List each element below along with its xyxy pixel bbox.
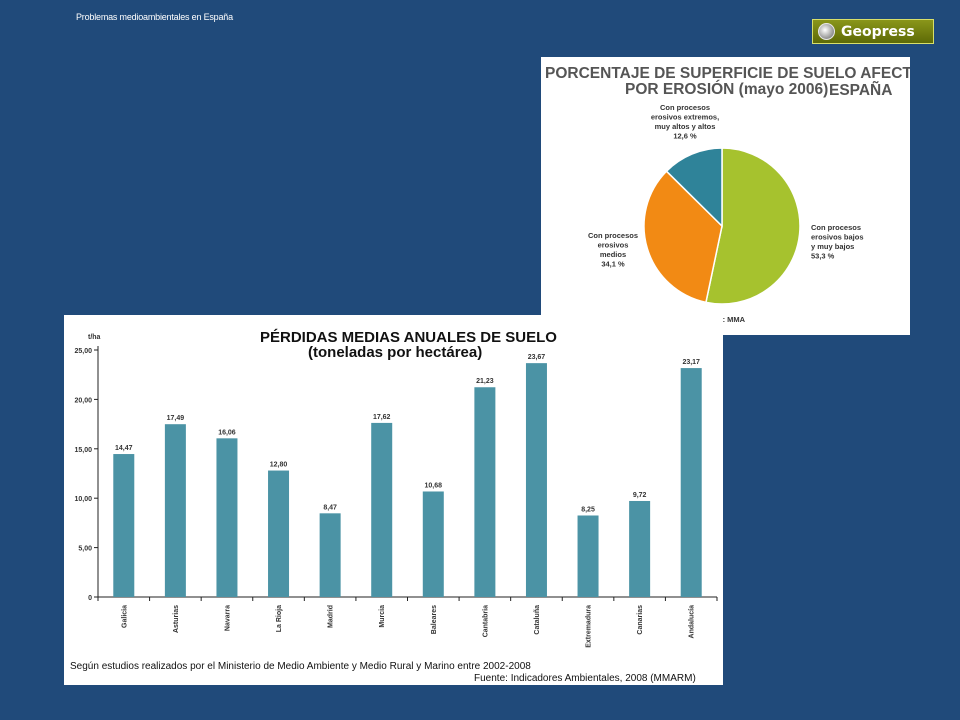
bar-source: Fuente: Indicadores Ambientales, 2008 (M… bbox=[474, 673, 696, 684]
bar-value-label: 17,62 bbox=[373, 414, 391, 421]
x-category-label: Galicia bbox=[121, 605, 128, 628]
bar-value-label: 17,49 bbox=[167, 415, 185, 422]
bar-value-label: 10,68 bbox=[425, 482, 443, 489]
pie-chart: PORCENTAJE DE SUPERFICIE DE SUELO AFECTA… bbox=[545, 65, 910, 324]
bar-title: PÉRDIDAS MEDIAS ANUALES DE SUELO bbox=[260, 329, 557, 346]
bar bbox=[113, 454, 135, 597]
y-tick-label: 15,00 bbox=[74, 447, 92, 454]
bar bbox=[422, 491, 444, 597]
pie-title: PORCENTAJE DE SUPERFICIE DE SUELO AFECTA… bbox=[545, 65, 910, 82]
bar bbox=[319, 513, 341, 597]
bar-value-label: 8,25 bbox=[581, 506, 595, 513]
x-category-label: Andalucía bbox=[689, 605, 696, 639]
bar bbox=[371, 422, 393, 597]
pie-title-line2: POR EROSIÓN (mayo 2006) bbox=[625, 80, 828, 98]
bar-value-label: 14,47 bbox=[115, 445, 133, 452]
x-category-label: Navarra bbox=[224, 605, 231, 631]
pie-slice-label: Con procesos erosivos extremos, muy altos … bbox=[651, 103, 719, 141]
pie-slice bbox=[643, 170, 723, 304]
bar bbox=[474, 387, 496, 597]
y-tick-label: 5,00 bbox=[78, 546, 92, 553]
erosion-pie-chart-panel: PORCENTAJE DE SUPERFICIE DE SUELO AFECTA… bbox=[541, 57, 910, 335]
x-category-label: Murcia bbox=[379, 605, 386, 628]
bar bbox=[629, 500, 651, 597]
bar-chart: PÉRDIDAS MEDIAS ANUALES DE SUELO (tonela… bbox=[70, 329, 718, 684]
bar-value-label: 8,47 bbox=[323, 504, 337, 511]
y-tick-label: 25,00 bbox=[74, 348, 92, 355]
y-axis-label: t/ha bbox=[88, 334, 101, 341]
bar-note: Según estudios realizados por el Ministe… bbox=[70, 661, 531, 672]
x-category-label: Baleares bbox=[431, 605, 438, 634]
bar-value-label: 9,72 bbox=[633, 492, 647, 499]
bar-value-label: 12,80 bbox=[270, 462, 288, 469]
bar-value-label: 23,67 bbox=[528, 354, 546, 361]
x-category-label: La Rioja bbox=[276, 605, 283, 632]
x-category-label: Asturias bbox=[173, 605, 180, 633]
x-category-label: Cataluña bbox=[534, 605, 541, 635]
slide-title: Problemas medioambientales en España bbox=[76, 12, 233, 22]
bar-value-label: 23,17 bbox=[682, 359, 700, 366]
bar bbox=[268, 470, 290, 597]
pie-slice-label: Con procesos erosivos medios 34,1 % bbox=[588, 231, 638, 269]
pie-slice bbox=[665, 147, 723, 228]
globe-icon bbox=[818, 23, 835, 40]
bar-subtitle: (toneladas por hectárea) bbox=[308, 344, 482, 361]
x-category-label: Madrid bbox=[328, 605, 335, 628]
geopress-logo: Geopress bbox=[812, 19, 934, 44]
x-category-label: Canarias bbox=[637, 605, 644, 635]
bar bbox=[216, 438, 238, 597]
bar bbox=[525, 363, 547, 597]
logo-text: Geopress bbox=[841, 23, 915, 40]
y-tick-label: 10,00 bbox=[74, 496, 92, 503]
bar-value-label: 21,23 bbox=[476, 378, 494, 385]
y-tick-label: 20,00 bbox=[74, 397, 92, 404]
y-tick-label: 0 bbox=[88, 595, 92, 602]
pie-slice-label: Con procesos erosivos bajos y muy bajos 53,… bbox=[811, 223, 864, 261]
x-category-label: Extremadura bbox=[586, 605, 593, 648]
pie-slice bbox=[705, 147, 801, 305]
bar bbox=[164, 424, 186, 597]
x-category-label: Cantabria bbox=[482, 605, 489, 637]
bar bbox=[577, 515, 599, 597]
soil-loss-bar-chart-panel: PÉRDIDAS MEDIAS ANUALES DE SUELO (tonela… bbox=[64, 315, 723, 685]
pie-region-label: ESPAÑA bbox=[829, 81, 892, 99]
bar bbox=[680, 368, 702, 597]
bar-value-label: 16,06 bbox=[218, 429, 236, 436]
